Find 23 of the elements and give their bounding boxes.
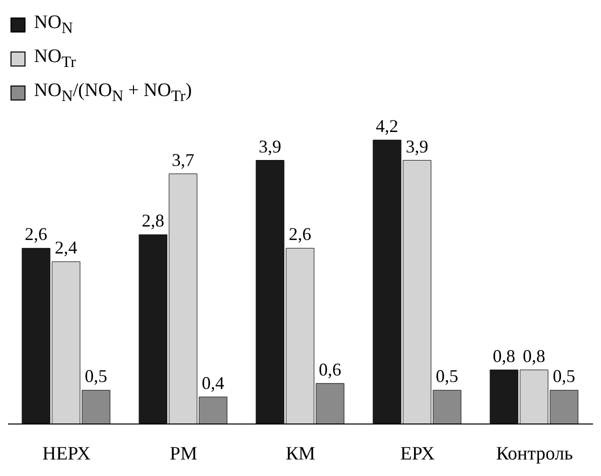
data-label: 3,9: [258, 136, 282, 156]
legend-label: NO$_{N}$: [34, 12, 73, 38]
x-tick-label: РМ: [170, 443, 198, 464]
data-label: 0,8: [522, 346, 546, 366]
data-label: 0,4: [202, 372, 224, 393]
data-label: 0,6: [318, 359, 342, 380]
data-label: 2,6: [24, 224, 48, 244]
x-tick-label: Контроль: [496, 443, 574, 464]
data-label: 0,5: [436, 366, 458, 386]
data-label: 2,6: [288, 224, 312, 244]
data-label: 2,8: [142, 210, 164, 231]
x-tick-label: КМ: [286, 443, 316, 464]
legend-label: NO$_{N}$/(NO$_{N}$ + NO$_{Tr}$): [34, 80, 192, 106]
data-label: 2,4: [54, 238, 78, 258]
legend-label: NO$_{Tr}$: [34, 46, 76, 72]
data-label: 0,5: [84, 366, 108, 386]
data-label: 0,5: [552, 366, 576, 386]
data-label: 4,2: [376, 116, 398, 136]
data-label: 3,9: [406, 136, 428, 156]
x-tick-label: ЕРХ: [400, 443, 436, 464]
data-label: 3,7: [172, 150, 194, 170]
x-tick-label: НЕРХ: [42, 443, 91, 464]
data-label: 0,8: [492, 346, 516, 366]
